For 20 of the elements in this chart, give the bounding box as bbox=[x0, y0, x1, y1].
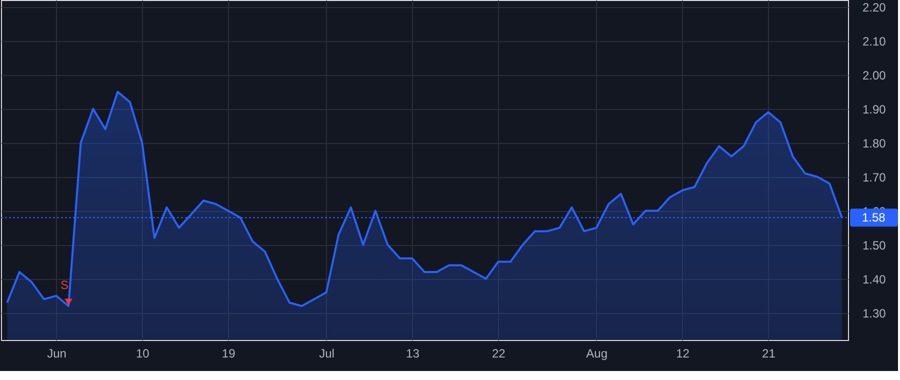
ref-line-label: 1.58 bbox=[862, 210, 886, 225]
x-tick-label: 22 bbox=[492, 346, 506, 360]
y-tick-label: 1.30 bbox=[862, 306, 886, 320]
y-tick-label: 1.50 bbox=[862, 238, 886, 252]
y-tick-label: 1.70 bbox=[862, 170, 886, 184]
x-tick-label: Aug bbox=[586, 346, 608, 360]
y-tick-label: 2.20 bbox=[862, 0, 886, 14]
x-tick-label: 12 bbox=[676, 346, 690, 360]
y-tick-label: 1.80 bbox=[862, 136, 886, 150]
x-tick-label: Jun bbox=[47, 346, 66, 360]
y-tick-label: 1.40 bbox=[862, 272, 886, 286]
x-tick-label: 19 bbox=[222, 346, 236, 360]
y-tick-label: 2.10 bbox=[862, 34, 886, 48]
y-tick-label: 1.90 bbox=[862, 102, 886, 116]
x-tick-label: 13 bbox=[406, 346, 420, 360]
x-tick-label: 21 bbox=[762, 346, 776, 360]
y-tick-label: 2.00 bbox=[862, 68, 886, 82]
annotation: S bbox=[60, 278, 69, 292]
x-tick-label: 10 bbox=[136, 346, 150, 360]
x-tick-label: Jul bbox=[319, 346, 334, 360]
